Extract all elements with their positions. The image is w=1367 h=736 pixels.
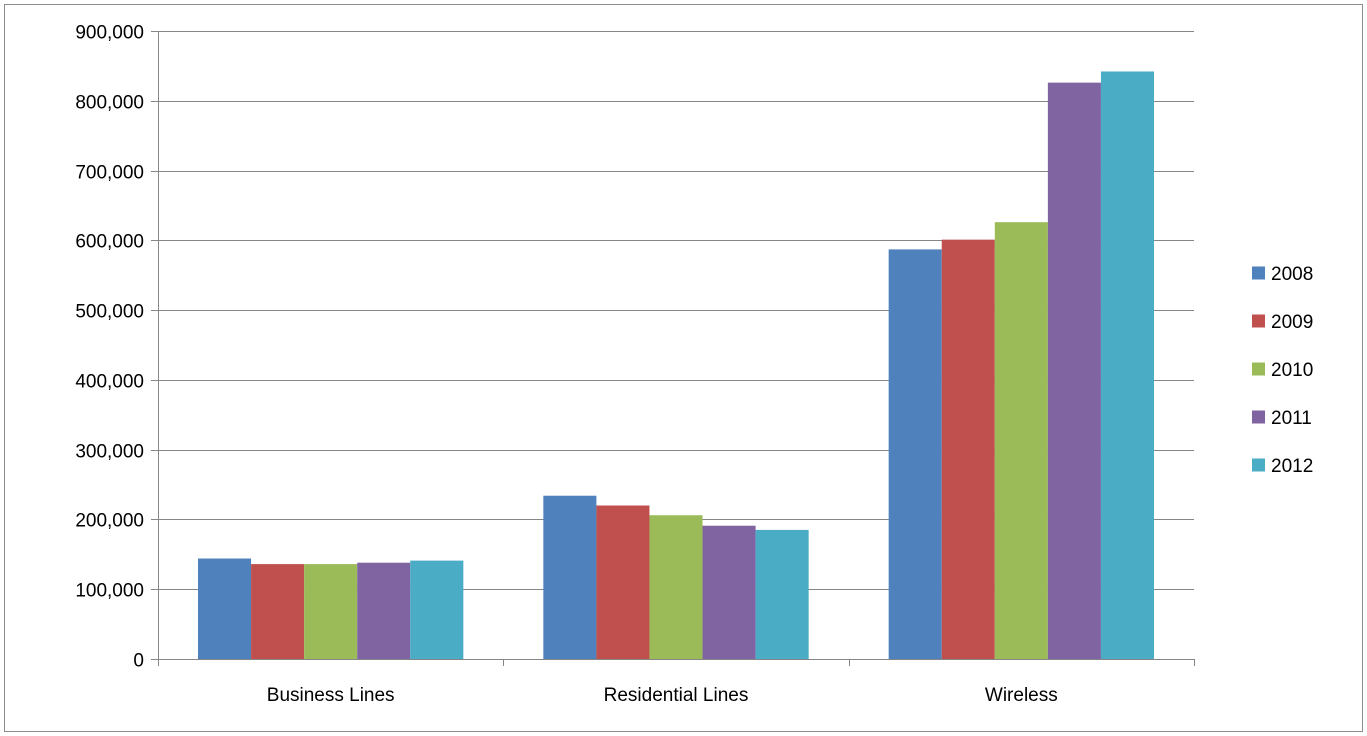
x-tick-label: Wireless bbox=[985, 685, 1058, 706]
bar-2011-wireless bbox=[1047, 82, 1101, 659]
legend-swatch bbox=[1252, 458, 1265, 472]
legend-label: 2009 bbox=[1271, 312, 1313, 333]
y-tick-label: 0 bbox=[133, 651, 144, 672]
y-tick-label: 900,000 bbox=[75, 23, 144, 44]
bar-2012-wireless bbox=[1100, 71, 1154, 659]
axes bbox=[151, 31, 1195, 666]
y-tick-label: 700,000 bbox=[75, 163, 144, 184]
bar-2010-business-lines bbox=[304, 564, 358, 659]
x-tick-label: Residential Lines bbox=[604, 685, 749, 706]
bar-2008-wireless bbox=[888, 249, 942, 659]
legend-label: 2012 bbox=[1271, 456, 1313, 477]
legend-item: 2009 bbox=[1252, 312, 1313, 333]
y-tick-label: 200,000 bbox=[75, 511, 144, 532]
bar-2008-business-lines bbox=[198, 558, 252, 659]
legend: 2008 2009 2010 2011 2012 bbox=[1252, 264, 1313, 477]
y-tick-label: 400,000 bbox=[75, 372, 144, 393]
x-tick-label: Business Lines bbox=[267, 685, 395, 706]
y-tick-label: 500,000 bbox=[75, 302, 144, 323]
legend-item: 2012 bbox=[1252, 456, 1313, 477]
y-tick-label: 300,000 bbox=[75, 442, 144, 463]
legend-swatch bbox=[1252, 266, 1265, 280]
bar-2012-business-lines bbox=[410, 560, 464, 659]
legend-swatch bbox=[1252, 362, 1265, 376]
legend-label: 2008 bbox=[1271, 264, 1313, 285]
bar-2009-residential-lines bbox=[596, 505, 650, 659]
legend-item: 2008 bbox=[1252, 264, 1313, 285]
legend-item: 2011 bbox=[1252, 408, 1312, 429]
legend-label: 2011 bbox=[1271, 408, 1312, 429]
bar-2010-residential-lines bbox=[649, 515, 703, 659]
bar-2009-wireless bbox=[941, 239, 995, 659]
bar-2011-business-lines bbox=[357, 562, 411, 659]
legend-swatch bbox=[1252, 314, 1265, 328]
legend-swatch bbox=[1252, 410, 1265, 424]
legend-item: 2010 bbox=[1252, 360, 1313, 381]
bar-2008-residential-lines bbox=[543, 495, 597, 659]
bar-2011-residential-lines bbox=[702, 525, 756, 659]
y-axis-tick-labels: 0 100,000 200,000 300,000 400,000 500,000 600,… bbox=[75, 23, 144, 672]
y-tick-label: 600,000 bbox=[75, 232, 144, 253]
bars bbox=[198, 71, 1154, 660]
y-tick-label: 800,000 bbox=[75, 93, 144, 114]
bar-2009-business-lines bbox=[251, 564, 305, 659]
bar-2012-residential-lines bbox=[755, 529, 809, 659]
y-tick-label: 100,000 bbox=[75, 581, 144, 602]
x-axis-tick-labels: Business Lines Residential Lines Wireless bbox=[267, 685, 1058, 706]
legend-label: 2010 bbox=[1271, 360, 1313, 381]
bar-2010-wireless bbox=[994, 222, 1048, 660]
